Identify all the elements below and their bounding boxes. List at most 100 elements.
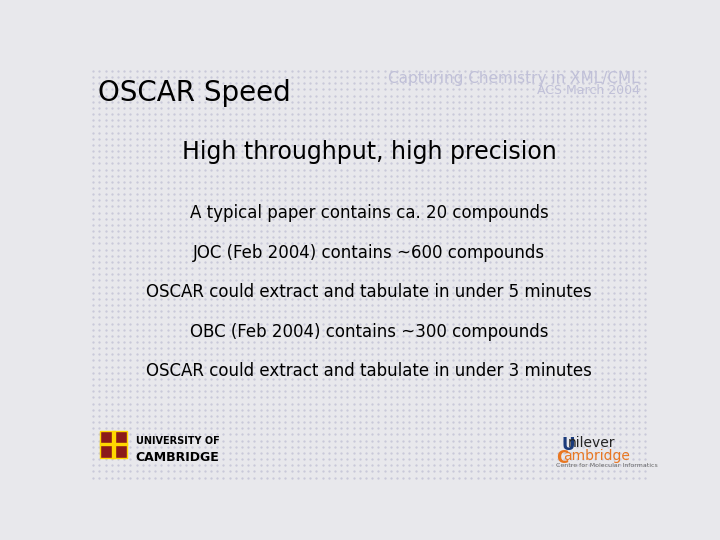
Point — [217, 301, 229, 309]
Point — [125, 140, 136, 149]
Point — [156, 449, 167, 457]
Point — [552, 338, 564, 346]
Point — [310, 221, 322, 230]
Point — [341, 418, 353, 427]
Point — [540, 338, 552, 346]
Point — [497, 252, 508, 260]
Point — [336, 85, 347, 94]
Point — [243, 178, 254, 186]
Point — [484, 319, 495, 328]
Point — [243, 202, 254, 211]
Point — [515, 381, 526, 389]
Point — [416, 159, 428, 168]
Point — [274, 178, 285, 186]
Point — [540, 227, 552, 235]
Point — [230, 332, 241, 340]
Point — [305, 301, 316, 309]
Point — [298, 294, 310, 303]
Point — [466, 122, 477, 131]
Point — [626, 449, 638, 457]
Point — [571, 245, 582, 254]
Point — [292, 393, 303, 402]
Point — [583, 362, 595, 371]
Point — [528, 375, 539, 383]
Point — [149, 221, 161, 230]
Point — [292, 239, 303, 248]
Point — [595, 171, 607, 180]
Point — [416, 418, 428, 427]
Point — [100, 208, 112, 217]
Point — [205, 239, 217, 248]
Point — [112, 116, 124, 125]
Point — [131, 344, 143, 353]
Point — [639, 221, 651, 230]
Point — [243, 393, 254, 402]
Point — [286, 184, 297, 192]
Point — [626, 122, 638, 131]
Point — [341, 233, 353, 241]
Point — [323, 140, 335, 149]
Point — [379, 338, 390, 346]
Point — [459, 122, 471, 131]
Point — [633, 350, 644, 359]
Point — [162, 171, 174, 180]
Point — [112, 399, 124, 408]
Point — [564, 73, 576, 82]
Point — [100, 159, 112, 168]
Point — [354, 313, 366, 322]
Point — [559, 184, 570, 192]
Point — [149, 307, 161, 315]
Point — [559, 430, 570, 438]
Point — [286, 258, 297, 266]
Point — [534, 381, 545, 389]
Point — [354, 356, 366, 365]
Point — [490, 264, 502, 272]
Point — [205, 73, 217, 82]
Point — [348, 418, 359, 427]
Point — [112, 301, 124, 309]
Point — [397, 66, 409, 75]
Point — [497, 79, 508, 87]
Point — [546, 147, 558, 156]
Point — [639, 393, 651, 402]
Point — [323, 455, 335, 463]
Point — [230, 473, 241, 482]
Point — [87, 473, 99, 482]
Point — [528, 418, 539, 427]
Point — [633, 165, 644, 174]
Point — [571, 73, 582, 82]
Point — [428, 214, 440, 223]
Point — [310, 288, 322, 297]
Point — [274, 301, 285, 309]
Point — [348, 165, 359, 174]
Point — [112, 313, 124, 322]
Point — [602, 122, 613, 131]
Point — [633, 393, 644, 402]
Point — [416, 66, 428, 75]
Point — [478, 85, 490, 94]
Point — [435, 214, 446, 223]
Point — [336, 350, 347, 359]
Point — [472, 239, 483, 248]
Point — [286, 332, 297, 340]
Point — [416, 171, 428, 180]
Point — [559, 406, 570, 414]
Point — [416, 165, 428, 174]
Point — [267, 430, 279, 438]
Point — [279, 430, 291, 438]
Point — [274, 411, 285, 420]
Point — [403, 171, 415, 180]
Point — [484, 110, 495, 118]
Point — [106, 73, 117, 82]
Point — [639, 153, 651, 161]
Point — [193, 147, 204, 156]
Point — [626, 356, 638, 365]
Point — [341, 264, 353, 272]
Point — [94, 418, 105, 427]
Point — [602, 326, 613, 334]
Point — [156, 264, 167, 272]
Point — [478, 239, 490, 248]
Point — [602, 184, 613, 192]
Point — [274, 356, 285, 365]
Point — [366, 338, 378, 346]
